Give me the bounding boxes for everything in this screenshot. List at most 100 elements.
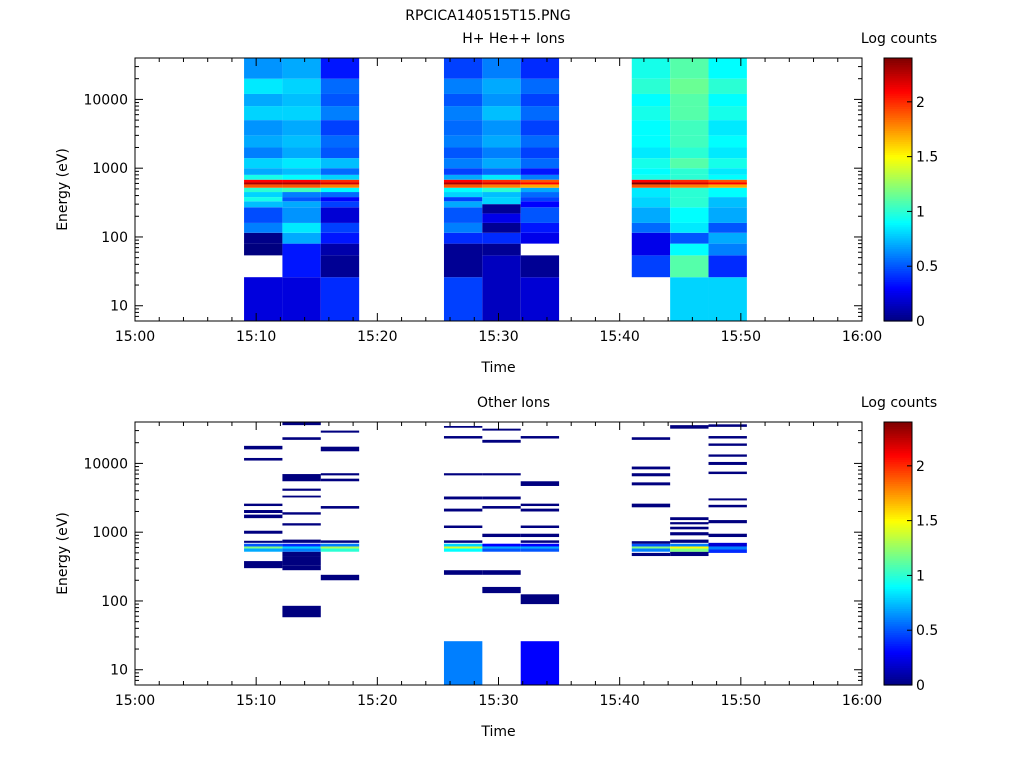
colorbar-swatch: [884, 678, 912, 682]
colorbar-swatch: [884, 516, 912, 520]
heatmap-cell: [282, 437, 321, 440]
heatmap-cell: [244, 58, 283, 79]
colorbar-swatch: [884, 178, 912, 182]
colorbar-swatch: [884, 220, 912, 223]
colorbar-swatch: [884, 610, 912, 614]
heatmap-cell: [244, 207, 283, 223]
colorbar-swatch: [884, 432, 912, 436]
heatmap-cell: [244, 182, 283, 185]
heatmap-cell: [282, 222, 321, 233]
heatmap-cell: [520, 106, 560, 121]
heatmap-cell: [244, 243, 283, 256]
colorbar-swatch: [884, 174, 912, 177]
heatmap-cell: [631, 546, 671, 549]
colorbar-swatch: [884, 169, 912, 173]
colorbar-swatch: [884, 476, 912, 480]
colorbar-swatch: [884, 299, 912, 302]
heatmap-cell: [520, 174, 560, 180]
heatmap-cell: [670, 147, 709, 159]
heatmap-cell: [670, 425, 709, 429]
heatmap-cell: [320, 548, 360, 552]
heatmap-cell: [520, 192, 560, 198]
colorbar-swatch: [884, 435, 912, 438]
colorbar-swatch: [884, 239, 912, 243]
colorbar-swatch: [884, 139, 912, 142]
heatmap-cell: [670, 106, 709, 121]
heatmap-cell: [708, 461, 747, 465]
heatmap-cell: [282, 147, 321, 159]
heatmap-cell: [320, 168, 360, 175]
heatmap-cell: [520, 481, 560, 486]
colorbar: 0 0.5 1 1.5 2 Log counts: [861, 395, 938, 694]
heatmap-cells: [244, 58, 747, 321]
colorbar-swatch: [884, 422, 912, 425]
heatmap-cell: [708, 207, 747, 223]
heatmap-cell: [631, 503, 671, 508]
heatmap-cell: [520, 232, 560, 244]
heatmap-cell: [244, 93, 283, 107]
heatmap-cell: [520, 158, 560, 169]
heatmap-cell: [482, 179, 521, 183]
colorbar-swatch: [884, 647, 912, 651]
heatmap-cell: [320, 446, 360, 452]
colorbar-swatch: [884, 575, 912, 579]
heatmap-cell: [282, 201, 321, 208]
heatmap-cell: [520, 182, 560, 185]
colorbar-swatch: [884, 301, 912, 305]
heatmap-cell: [320, 187, 360, 193]
colorbar-swatch: [884, 663, 912, 666]
heatmap-cell: [244, 503, 283, 507]
heatmap-cell: [670, 517, 709, 521]
colorbar-swatch: [884, 104, 912, 107]
colorbar-swatch: [884, 167, 912, 171]
colorbar-swatch: [884, 93, 912, 96]
heatmap-cell: [520, 187, 560, 193]
colorbar-swatch: [884, 268, 912, 272]
panel-h-he-ions: 15:00 15:10 15:20 15:30 15:40 15:50 16:0010100…: [55, 31, 938, 376]
heatmap-cell: [708, 184, 747, 188]
x-tick-label: 15:00: [115, 693, 155, 709]
heatmap-cell: [320, 106, 360, 121]
heatmap-cell: [443, 187, 483, 193]
x-tick-label: 15:20: [357, 693, 397, 709]
colorbar-swatch: [884, 505, 912, 509]
heatmap-cell: [443, 243, 483, 278]
colorbar-swatch: [884, 196, 912, 199]
heatmap-cell: [282, 197, 321, 202]
colorbar-swatch: [884, 296, 912, 300]
heatmap-cell: [320, 543, 360, 547]
colorbar-swatch: [884, 213, 912, 217]
heatmap-cell: [520, 546, 560, 549]
heatmap-cell: [244, 548, 283, 552]
heatmap-cell: [320, 222, 360, 233]
colorbar-swatch: [884, 671, 912, 675]
colorbar-swatch: [884, 125, 912, 129]
heatmap-cell: [520, 543, 560, 547]
heatmap-cell: [520, 120, 560, 136]
colorbar-swatch: [884, 592, 912, 596]
heatmap-cell: [320, 120, 360, 136]
colorbar-swatch: [884, 101, 912, 105]
heatmap-cell: [244, 445, 283, 450]
heatmap-cell: [482, 506, 521, 509]
heatmap-cell: [320, 506, 360, 509]
heatmap-cell: [443, 192, 483, 198]
colorbar-swatch: [884, 560, 912, 563]
colorbar-swatch: [884, 66, 912, 70]
colorbar-swatch: [884, 682, 912, 686]
heatmap-cell: [282, 488, 321, 491]
heatmap-cell: [320, 182, 360, 185]
colorbar-swatch: [884, 82, 912, 85]
colorbar-swatch: [884, 95, 912, 99]
x-axis-label: Time: [480, 360, 515, 376]
heatmap-cell: [520, 201, 560, 208]
colorbar-swatch: [884, 99, 912, 103]
y-axis-label: Energy (eV): [55, 148, 71, 231]
heatmap-cell: [631, 184, 671, 188]
colorbar-swatch: [884, 288, 912, 291]
heatmap-cell: [670, 93, 709, 107]
colorbar-swatch: [884, 191, 912, 195]
colorbar-swatch: [884, 200, 912, 204]
heatmap-cell: [482, 93, 521, 107]
colorbar-swatch: [884, 84, 912, 88]
